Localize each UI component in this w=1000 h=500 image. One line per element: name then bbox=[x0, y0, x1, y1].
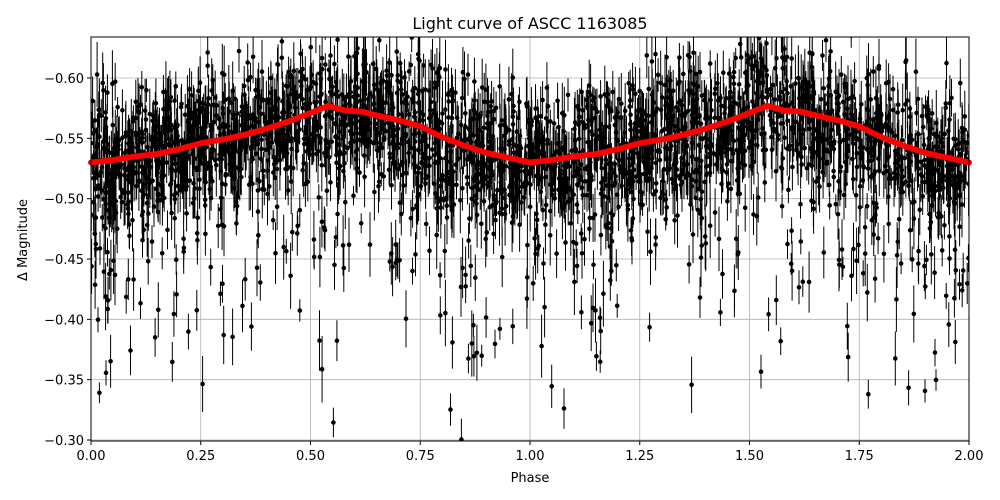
x-axis-ticks: 0.00 0.25 0.50 0.75 1.00 1.25 1.50 1.75 2.00 bbox=[77, 441, 984, 464]
y-tick-label: −0.55 bbox=[44, 132, 84, 147]
x-tick-label: 1.75 bbox=[845, 449, 874, 464]
x-tick-label: 0.25 bbox=[186, 449, 215, 464]
x-tick-label: 0.50 bbox=[296, 449, 325, 464]
x-axis-label: Phase bbox=[511, 471, 550, 486]
y-axis-ticks: −0.60 −0.55 −0.50 −0.45 −0.40 −0.35 −0.30 bbox=[44, 72, 91, 449]
y-axis-label: Δ Magnitude bbox=[16, 199, 31, 281]
x-tick-label: 1.50 bbox=[735, 449, 764, 464]
y-tick-label: −0.30 bbox=[44, 434, 84, 449]
x-tick-label: 1.25 bbox=[625, 449, 654, 464]
x-tick-label: 0.00 bbox=[77, 449, 106, 464]
x-tick-label: 2.00 bbox=[955, 449, 984, 464]
y-tick-label: −0.50 bbox=[44, 193, 84, 208]
y-tick-label: −0.45 bbox=[44, 253, 84, 268]
y-tick-label: −0.35 bbox=[44, 374, 84, 389]
x-tick-label: 1.00 bbox=[516, 449, 545, 464]
chart-title: Light curve of ASCC 1163085 bbox=[412, 14, 647, 33]
x-tick-label: 0.75 bbox=[406, 449, 435, 464]
y-tick-label: −0.40 bbox=[44, 313, 84, 328]
y-tick-label: −0.60 bbox=[44, 72, 84, 87]
